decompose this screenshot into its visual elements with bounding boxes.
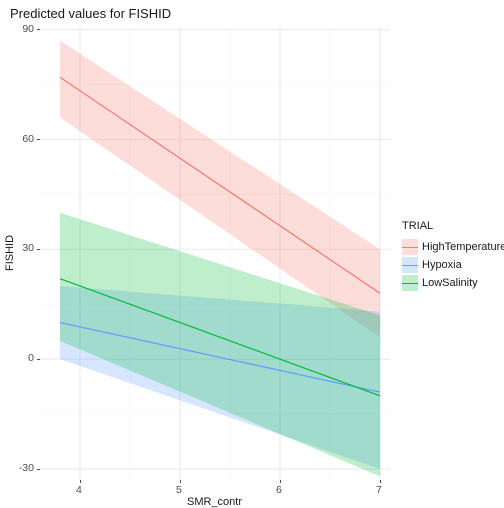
x-tick-label: 4 xyxy=(76,484,82,496)
legend-label: LowSalinity xyxy=(422,277,478,289)
x-tick-label: 6 xyxy=(276,484,282,496)
legend-swatch xyxy=(402,239,418,255)
x-tick xyxy=(280,480,281,483)
y-tick-label: 60 xyxy=(22,133,34,145)
y-tick-label: -30 xyxy=(19,462,34,474)
legend-item-LowSalinity: LowSalinity xyxy=(402,274,504,292)
y-tick-label: 30 xyxy=(22,242,34,254)
legend-title: TRIAL xyxy=(402,220,504,232)
x-tick-label: 7 xyxy=(376,484,382,496)
plot-svg xyxy=(40,26,390,480)
y-tick xyxy=(37,139,40,140)
x-tick xyxy=(80,480,81,483)
chart-title: Predicted values for FISHID xyxy=(10,6,171,21)
legend-label: HighTemperature xyxy=(422,241,504,253)
y-tick-label: 90 xyxy=(22,23,34,35)
legend-item-Hypoxia: Hypoxia xyxy=(402,256,504,274)
x-tick-label: 5 xyxy=(176,484,182,496)
legend-swatch xyxy=(402,257,418,273)
x-tick xyxy=(380,480,381,483)
y-tick-label: 0 xyxy=(28,352,34,364)
x-axis-label: SMR_contr xyxy=(187,496,242,508)
y-axis-label: FISHID xyxy=(4,235,16,271)
y-tick xyxy=(37,469,40,470)
chart-root: { "chart": { "type": "line", "title": "P… xyxy=(0,0,504,504)
plot-panel xyxy=(40,26,390,480)
x-tick xyxy=(180,480,181,483)
legend-item-HighTemperature: HighTemperature xyxy=(402,238,504,256)
y-tick xyxy=(37,29,40,30)
y-tick xyxy=(37,359,40,360)
legend: TRIAL HighTemperature Hypoxia LowSalinity xyxy=(402,220,504,292)
y-tick xyxy=(37,249,40,250)
legend-label: Hypoxia xyxy=(422,259,462,271)
legend-swatch xyxy=(402,275,418,291)
